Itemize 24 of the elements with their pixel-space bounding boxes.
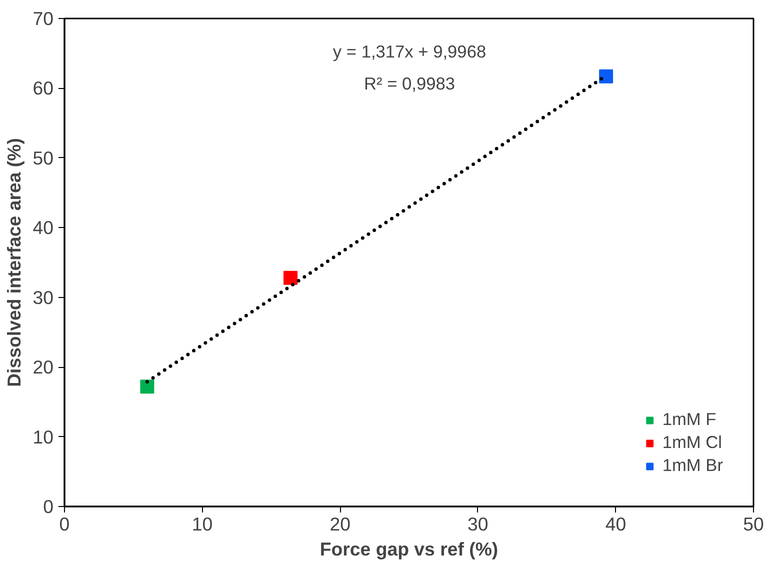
- x-tick-label: 30: [468, 514, 488, 534]
- y-axis-title: Dissolved interface area (%): [4, 138, 25, 387]
- x-tick-label: 0: [59, 514, 70, 534]
- point: [140, 380, 154, 394]
- x-axis-title: Force gap vs ref (%): [320, 538, 498, 560]
- point: [283, 270, 298, 285]
- legend-label: 1mM F: [662, 409, 716, 430]
- y-tick-label: 30: [32, 286, 54, 308]
- x-tick-label: 40: [605, 514, 626, 534]
- annotation: y = 1,317x + 9,9968: [332, 42, 486, 62]
- legend-label: 1mM Br: [662, 455, 723, 476]
- x-tick-label: 10: [192, 514, 213, 534]
- x-tick-label: 20: [330, 514, 350, 534]
- y-tick-label: 20: [32, 356, 54, 378]
- y-tick-label: 60: [32, 78, 54, 99]
- y-tick-label: 70: [32, 8, 54, 29]
- point: [599, 69, 614, 84]
- legend-label: 1mM Cl: [662, 432, 722, 453]
- x-tick-label: 50: [743, 514, 764, 534]
- y-tick-label: 10: [32, 426, 54, 448]
- y-tick-label: 0: [43, 496, 54, 517]
- y-tick-label: 40: [32, 217, 54, 238]
- annotation: R² = 0,9983: [364, 74, 456, 94]
- y-tick-label: 50: [32, 147, 54, 168]
